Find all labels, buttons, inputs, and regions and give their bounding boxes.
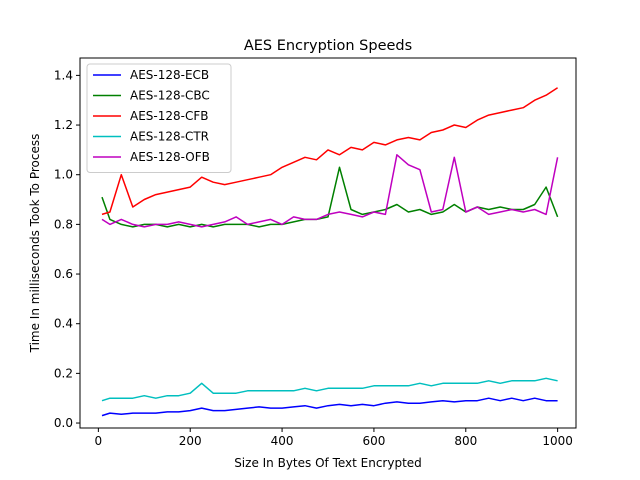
chart-title: AES Encryption Speeds xyxy=(244,38,412,54)
plot-frame xyxy=(79,57,577,429)
y-tick-label: 0.4 xyxy=(54,317,73,331)
series-line-aes-128-cfb xyxy=(101,87,559,216)
y-tick-label: 0.8 xyxy=(54,217,73,231)
legend-entry: AES-128-CBC xyxy=(130,89,210,103)
y-tick-label: 1.0 xyxy=(54,168,73,182)
x-axis: 0 200 400 600 800 1000 xyxy=(95,428,573,448)
legend-entry: AES-128-CFB xyxy=(130,109,209,123)
y-tick-label: 0.6 xyxy=(54,267,73,281)
y-tick-label: 0.2 xyxy=(54,366,73,380)
series-line-aes-128-ofb xyxy=(101,154,559,228)
x-tick-label: 0 xyxy=(95,434,103,448)
y-tick-label: 1.2 xyxy=(54,118,73,132)
legend-entry: AES-128-CTR xyxy=(130,130,209,144)
legend-entry: AES-128-ECB xyxy=(130,68,209,82)
x-tick-label: 800 xyxy=(454,434,477,448)
x-tick-label: 200 xyxy=(179,434,202,448)
x-tick-label: 1000 xyxy=(542,434,573,448)
y-tick-label: 0.0 xyxy=(54,416,73,430)
y-tick-label: 1.4 xyxy=(54,68,73,82)
y-axis: 0.0 0.2 0.4 0.6 0.8 1.0 1.2 1.4 xyxy=(54,68,80,430)
y-axis-label: Time In milliseconds Took To Process xyxy=(28,134,42,354)
series-line-aes-128-ctr xyxy=(101,377,558,402)
legend-frame xyxy=(86,63,232,173)
series-layer xyxy=(101,87,559,417)
x-axis-label: Size In Bytes Of Text Encrypted xyxy=(234,456,422,470)
legend: AES-128-ECB AES-128-CBC AES-128-CFB AES-128… xyxy=(86,63,232,173)
legend-entry: AES-128-OFB xyxy=(130,150,210,164)
series-line-aes-128-ecb xyxy=(101,397,558,417)
x-tick-label: 600 xyxy=(362,434,385,448)
series-line-aes-128-cbc xyxy=(101,166,559,228)
x-tick-label: 400 xyxy=(271,434,294,448)
